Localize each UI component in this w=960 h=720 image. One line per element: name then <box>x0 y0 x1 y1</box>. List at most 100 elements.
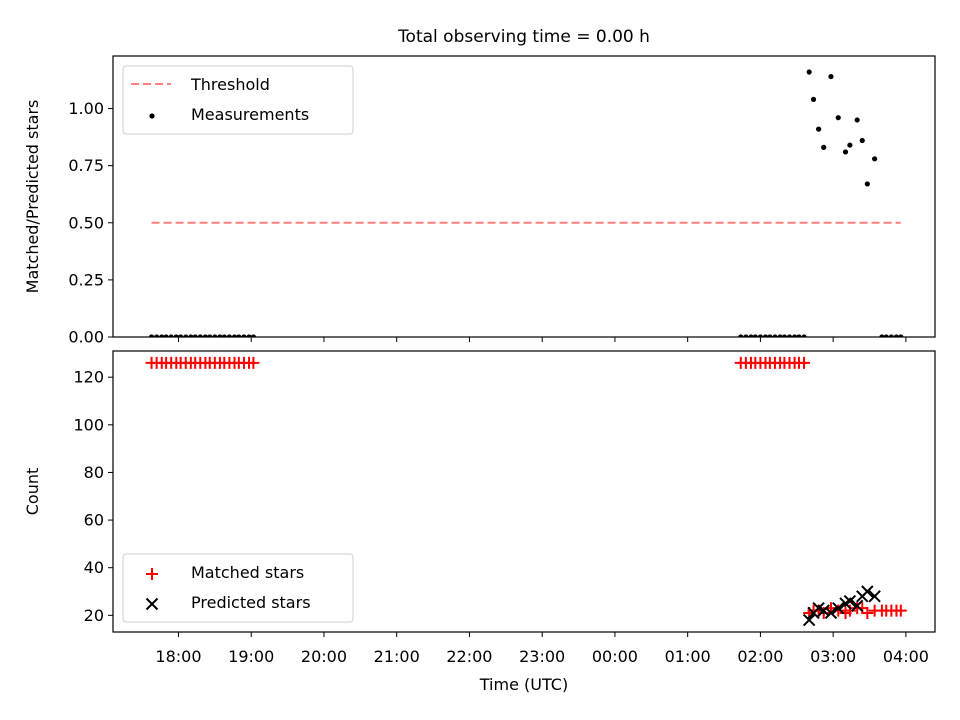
x-tick-label: 19:00 <box>228 647 274 666</box>
x-tick-label: 18:00 <box>155 647 201 666</box>
y-axis-label: Matched/Predicted stars <box>23 100 42 294</box>
x-tick-label: 20:00 <box>301 647 347 666</box>
measurements-point <box>163 334 169 337</box>
y-tick-label: 60 <box>84 511 104 530</box>
measurements-point <box>859 137 865 144</box>
measurements-point <box>821 144 827 150</box>
measurements-point <box>772 334 778 337</box>
measurements-point <box>888 334 894 337</box>
x-axis-label: Time (UTC) <box>479 675 568 694</box>
measurements-point <box>898 334 904 337</box>
y-tick-label: 20 <box>84 606 104 625</box>
data-layer <box>145 356 907 627</box>
measurements-point <box>212 334 218 337</box>
predicted-stars-point <box>850 599 864 613</box>
measurements-point <box>748 334 754 337</box>
y-tick-label: 100 <box>73 415 104 434</box>
y-tick-label: 0.75 <box>68 156 104 175</box>
matched-stars-point <box>894 604 907 617</box>
measurements-point <box>246 334 252 337</box>
measurements-point <box>854 117 860 123</box>
legend-label-predicted-stars: Predicted stars <box>191 593 311 612</box>
matched-stars-point <box>247 356 260 369</box>
measurements-point <box>202 334 208 337</box>
measurements-point <box>847 142 853 148</box>
y-tick-label: 0.00 <box>68 328 104 347</box>
measurements-point <box>828 73 834 80</box>
measurements-point <box>757 334 764 337</box>
x-tick-label: 00:00 <box>592 647 638 666</box>
predicted-stars-point <box>861 585 874 598</box>
measurements-point <box>178 334 184 337</box>
legend-box <box>122 553 354 623</box>
legend-box <box>122 65 354 135</box>
measurements-point <box>197 334 203 337</box>
x-tick-label: 04:00 <box>883 647 929 666</box>
legend-label-threshold: Threshold <box>190 75 270 94</box>
measurements-point <box>806 69 812 75</box>
measurements-point <box>250 334 256 337</box>
y-tick-label: 1.00 <box>68 99 104 118</box>
measurements-point <box>777 334 783 337</box>
matched-stars-point <box>861 606 874 619</box>
legend: Threshold Measurements <box>122 65 354 135</box>
measurements-point <box>781 334 788 337</box>
measurements-point <box>217 334 223 337</box>
predicted-stars-point <box>817 604 830 617</box>
measurements-point <box>188 334 194 337</box>
measurements-point <box>231 334 238 337</box>
legend-swatch-predicted-stars <box>145 597 159 611</box>
measurements-point <box>872 156 878 162</box>
x-tick-label: 02:00 <box>737 647 783 666</box>
legend: Matched stars Predicted stars <box>122 553 354 623</box>
legend-swatch-matched-stars <box>146 568 158 580</box>
legend-label-matched-stars: Matched stars <box>191 563 304 582</box>
measurements-point <box>801 334 807 337</box>
measurements-point <box>752 334 758 337</box>
data-layer <box>148 69 904 337</box>
measurements-point <box>743 334 749 337</box>
predicted-stars-point <box>843 594 857 608</box>
measurements-point <box>883 334 889 337</box>
measurements-point <box>226 334 232 337</box>
y-axis-label: Count <box>23 468 42 516</box>
measurements-point <box>796 334 802 337</box>
measurements-point <box>154 334 160 337</box>
measurements-point <box>792 334 798 337</box>
measurements-point <box>183 334 189 337</box>
legend-label-measurements: Measurements <box>191 105 309 124</box>
measurements-point <box>842 149 849 155</box>
measurements-point <box>786 334 793 337</box>
x-tick-label: 21:00 <box>374 647 420 666</box>
legend-swatch-measurements <box>149 113 155 119</box>
measurements-point <box>816 126 822 132</box>
measurements-point <box>148 334 155 337</box>
predicted-stars-point <box>802 613 816 627</box>
predicted-stars-point <box>832 601 845 615</box>
measurements-point <box>173 334 179 337</box>
measurements-point <box>810 96 817 103</box>
measurements-point <box>159 334 165 337</box>
measurements-point <box>762 334 769 337</box>
y-tick-label: 40 <box>84 558 104 577</box>
chart-title: Total observing time = 0.00 h <box>397 27 650 47</box>
measurements-point <box>207 334 213 337</box>
y-tick-label: 120 <box>73 368 104 387</box>
y-tick-label: 0.25 <box>68 270 104 289</box>
x-tick-label: 23:00 <box>519 647 565 666</box>
measurements-point <box>893 334 900 337</box>
measurements-point <box>767 334 773 337</box>
measurements-point <box>864 181 870 187</box>
matched-stars-point <box>798 356 811 369</box>
measurements-point <box>879 334 885 337</box>
predicted-stars-point <box>868 590 881 603</box>
top-panel: 0.00 0.25 0.50 0.75 1.00 Matched/Predicted st… <box>23 55 936 347</box>
measurements-point <box>192 334 198 337</box>
measurements-point <box>236 334 242 337</box>
x-tick-label: 01:00 <box>665 647 711 666</box>
y-tick-label: 80 <box>84 463 104 482</box>
predicted-stars-point <box>824 606 838 620</box>
y-tick-label: 0.50 <box>68 213 104 232</box>
measurements-point <box>168 334 174 337</box>
